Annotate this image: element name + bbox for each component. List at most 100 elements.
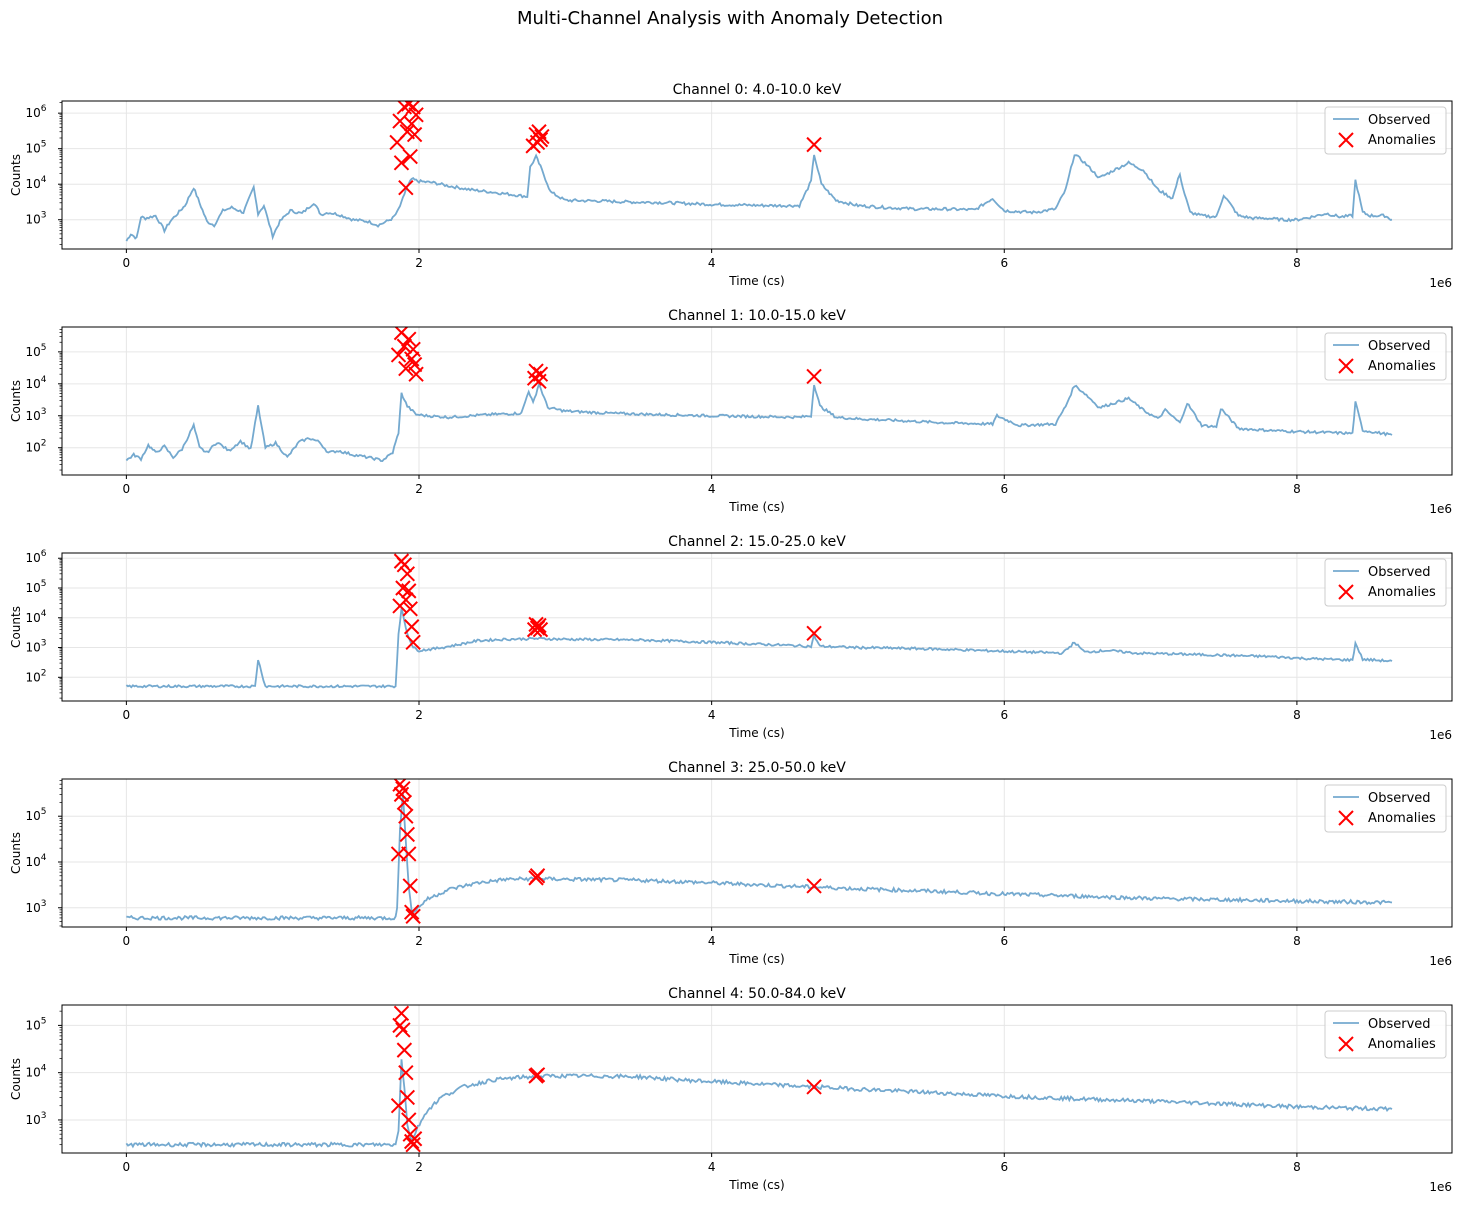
anomaly-marker	[403, 619, 420, 635]
y-tick-label: 104	[25, 853, 46, 869]
x-tick-label: 6	[1000, 1160, 1008, 1174]
anomaly-marker	[402, 148, 418, 165]
anomaly-marker	[529, 868, 546, 884]
anomaly-marker	[401, 583, 417, 599]
anomaly-marker	[531, 617, 547, 634]
anomaly-marker	[806, 368, 822, 385]
chart-panel-1: 0 2 4 6 8 102 103 104 105 Channel 1: 10.0-15.0 ke…	[9, 308, 1453, 516]
x-tick-label: 6	[1000, 256, 1008, 270]
chart-title: Channel 1: 10.0-15.0 keV	[668, 308, 846, 324]
y-tick-label: 105	[25, 140, 46, 156]
anomaly-marker	[393, 1005, 410, 1022]
observed-line	[126, 792, 1393, 922]
anomaly-marker	[408, 107, 424, 123]
x-axis-label: Time (cs)	[728, 952, 784, 966]
chart-title: Channel 2: 15.0-25.0 keV	[668, 534, 846, 550]
y-tick-label: 103	[25, 639, 46, 655]
x-tick-label: 2	[415, 482, 423, 496]
anomaly-marker	[396, 794, 413, 811]
legend-observed-label: Observed	[1368, 113, 1431, 128]
legend-observed-label: Observed	[1368, 565, 1431, 580]
x-offset-label: 1e6	[1429, 1180, 1452, 1194]
anomaly-marker	[398, 360, 414, 377]
y-axis-label: Counts	[9, 1058, 23, 1100]
anomaly-marker	[405, 341, 421, 358]
y-tick-label: 104	[25, 375, 46, 391]
axes-frame	[61, 778, 1453, 928]
x-axis-label: Time (cs)	[728, 500, 784, 514]
anomaly-marker	[396, 557, 413, 573]
x-axis-label: Time (cs)	[728, 1178, 784, 1192]
anomaly-marker	[534, 128, 550, 145]
x-tick-label: 0	[123, 708, 131, 722]
x-tick-label: 8	[1293, 256, 1301, 270]
y-axis-label: Counts	[9, 606, 23, 648]
x-tick-label: 4	[708, 1160, 716, 1174]
anomaly-marker	[398, 808, 414, 824]
chart-title: Channel 0: 4.0-10.0 keV	[673, 82, 842, 98]
x-tick-label: 4	[708, 708, 716, 722]
axes-frame	[61, 326, 1453, 476]
legend-anomalies-label: Anomalies	[1368, 585, 1436, 600]
y-tick-label: 102	[25, 439, 46, 455]
legend-anomalies-label: Anomalies	[1368, 811, 1436, 826]
chart-panel-3: 0 2 4 6 8 103 104 105 Channel 3: 25.0-50.0 keV Ti…	[9, 760, 1453, 968]
anomaly-marker	[532, 621, 549, 638]
legend-observed-label: Observed	[1368, 791, 1431, 806]
y-tick-label: 105	[25, 343, 46, 359]
anomaly-marker	[405, 101, 421, 115]
legend-anomalies-label: Anomalies	[1368, 133, 1436, 148]
anomaly-marker	[529, 1067, 546, 1083]
anomaly-marker	[406, 126, 423, 143]
axes-frame	[61, 1004, 1453, 1154]
figure-title: Multi-Channel Analysis with Anomaly Dete…	[517, 8, 943, 29]
x-tick-label: 2	[415, 256, 423, 270]
y-tick-label: 106	[25, 104, 46, 120]
x-tick-label: 2	[415, 1160, 423, 1174]
anomaly-marker	[398, 592, 414, 608]
anomaly-marker	[396, 1042, 413, 1058]
anomaly-marker	[399, 826, 416, 843]
x-tick-label: 8	[1293, 1160, 1301, 1174]
axes-frame	[61, 100, 1453, 250]
y-tick-label: 104	[25, 175, 46, 191]
anomaly-marker	[408, 366, 424, 382]
chart-title: Channel 4: 50.0-84.0 keV	[668, 986, 846, 1002]
anomaly-marker	[401, 846, 417, 862]
x-tick-label: 6	[1000, 708, 1008, 722]
x-offset-label: 1e6	[1429, 728, 1452, 742]
observed-line	[125, 381, 1393, 463]
x-tick-label: 4	[708, 256, 716, 270]
x-tick-label: 6	[1000, 934, 1008, 948]
y-tick-label: 104	[25, 1064, 46, 1080]
y-tick-label: 103	[25, 211, 46, 227]
x-offset-label: 1e6	[1429, 502, 1452, 516]
anomaly-marker	[402, 878, 418, 894]
x-tick-label: 0	[123, 482, 131, 496]
y-tick-label: 102	[25, 668, 46, 684]
x-tick-label: 0	[123, 1160, 131, 1174]
y-tick-label: 106	[25, 549, 46, 565]
anomaly-marker	[398, 1064, 414, 1081]
x-tick-label: 0	[123, 934, 131, 948]
anomaly-marker	[401, 331, 417, 347]
legend-anomalies-swatch	[1338, 132, 1354, 148]
observed-line	[125, 153, 1393, 242]
anomaly-marker	[398, 179, 414, 196]
y-tick-label: 105	[25, 579, 46, 595]
anomaly-marker	[532, 366, 549, 382]
anomaly-marker	[401, 1112, 417, 1128]
x-axis-label: Time (cs)	[728, 274, 784, 288]
anomaly-marker	[405, 634, 421, 651]
legend-anomalies-swatch	[1338, 810, 1354, 826]
anomaly-marker	[399, 1089, 416, 1106]
legend-anomalies-label: Anomalies	[1368, 359, 1436, 374]
anomaly-marker	[395, 780, 411, 797]
y-tick-label: 104	[25, 609, 46, 625]
x-tick-label: 2	[415, 708, 423, 722]
anomaly-marker	[393, 786, 410, 803]
x-tick-label: 6	[1000, 482, 1008, 496]
x-tick-label: 8	[1293, 934, 1301, 948]
anomaly-marker	[806, 878, 822, 894]
